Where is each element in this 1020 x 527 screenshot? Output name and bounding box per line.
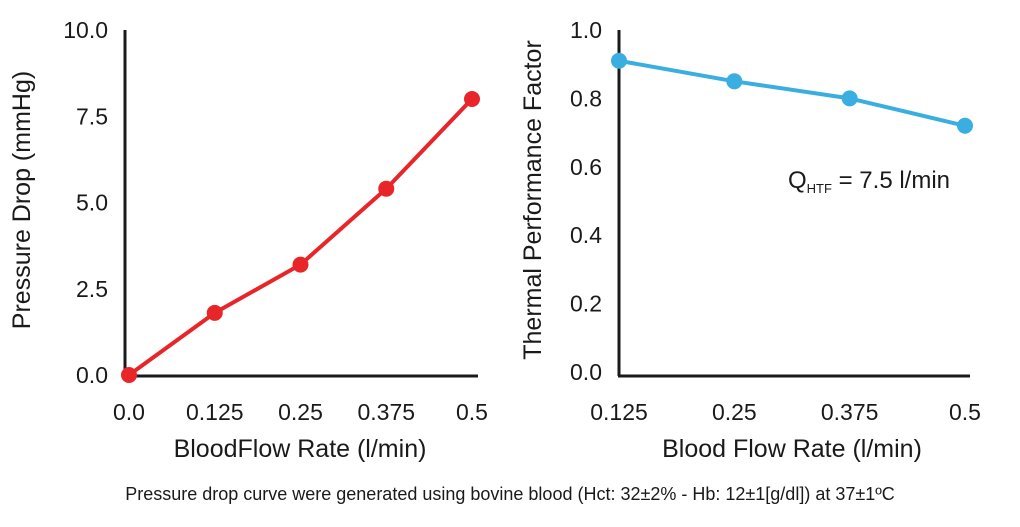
left-y-tick-label: 0.0 — [76, 362, 108, 388]
figure-caption: Pressure drop curve were generated using… — [125, 484, 895, 504]
right-data-point — [841, 90, 858, 107]
left-data-point — [378, 180, 395, 197]
left-y-tick-label: 5.0 — [76, 190, 108, 216]
right-y-tick-label: 0.2 — [570, 291, 602, 317]
right-x-axis-title: Blood Flow Rate (l/min) — [662, 435, 922, 463]
left-x-tick-label: 0.375 — [357, 399, 415, 425]
right-x-tick-label: 0.375 — [821, 399, 879, 425]
left-y-axis-title: Pressure Drop (mmHg) — [8, 71, 36, 329]
thermal-performance-chart: 0.0 0.2 0.4 0.6 0.8 1.0 0.125 0.25 0.375 0.5 Blo… — [519, 17, 981, 463]
left-data-point — [464, 91, 480, 107]
thermal-performance-series-points — [611, 52, 973, 134]
right-data-point — [611, 52, 627, 69]
right-y-tick-labels: 0.0 0.2 0.4 0.6 0.8 1.0 — [570, 17, 602, 385]
right-data-point — [957, 117, 973, 134]
left-x-tick-label: 0.25 — [278, 399, 323, 425]
thermal-performance-series-line — [618, 58, 966, 128]
left-x-tick-label: 0.125 — [186, 399, 244, 425]
left-x-axis-title: BloodFlow Rate (l/min) — [174, 435, 427, 463]
right-x-tick-labels: 0.125 0.25 0.375 0.5 — [590, 399, 981, 425]
qhtf-annotation-main: Q — [788, 167, 807, 194]
right-x-tick-label: 0.5 — [949, 399, 981, 425]
right-y-tick-label: 1.0 — [570, 17, 602, 43]
left-x-tick-label: 0.5 — [456, 399, 488, 425]
left-y-tick-label: 2.5 — [76, 276, 108, 302]
right-y-tick-label: 0.8 — [570, 85, 602, 111]
qhtf-annotation-rest: = 7.5 l/min — [832, 167, 950, 194]
right-y-tick-label: 0.6 — [570, 154, 602, 180]
left-y-tick-label: 7.5 — [76, 103, 108, 129]
right-x-tick-label: 0.125 — [590, 399, 648, 425]
left-x-tick-label: 0.0 — [113, 399, 145, 425]
left-x-tick-labels: 0.0 0.125 0.25 0.375 0.5 — [113, 399, 488, 425]
left-data-point — [121, 367, 137, 383]
pressure-drop-series-points — [121, 91, 480, 383]
left-data-point — [206, 304, 223, 321]
left-y-tick-label: 10.0 — [63, 17, 108, 43]
right-data-point — [726, 73, 743, 90]
right-y-tick-label: 0.0 — [570, 359, 602, 385]
chart-canvas: 0.0 2.5 5.0 7.5 10.0 0.0 0.125 0.25 0.375 0.5 Bl… — [8, 17, 981, 463]
pressure-drop-series-line — [127, 97, 474, 377]
right-y-axis-title: Thermal Performance Factor — [519, 40, 547, 360]
qhtf-annotation-subscript: HTF — [807, 181, 832, 196]
qhtf-annotation: QHTF = 7.5 l/min — [788, 167, 950, 196]
left-y-tick-labels: 0.0 2.5 5.0 7.5 10.0 — [63, 17, 108, 388]
right-x-tick-label: 0.25 — [712, 399, 757, 425]
left-data-point — [292, 256, 309, 273]
right-y-tick-label: 0.4 — [570, 222, 602, 248]
pressure-drop-chart: 0.0 2.5 5.0 7.5 10.0 0.0 0.125 0.25 0.375 0.5 Bl… — [8, 17, 488, 463]
